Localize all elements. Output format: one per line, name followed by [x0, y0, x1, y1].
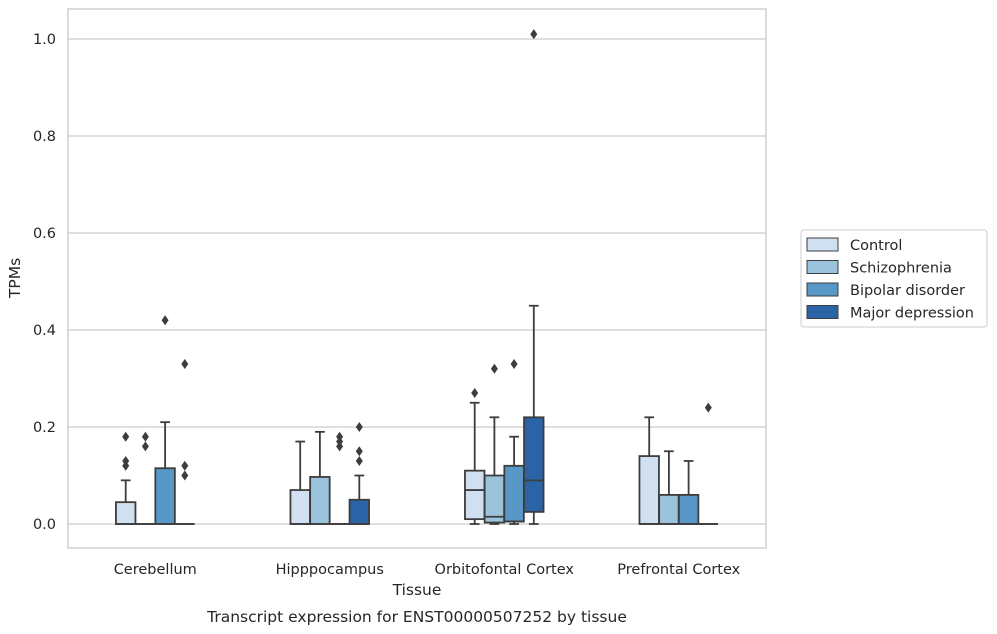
outlier-marker [181, 460, 189, 471]
box-series [115, 29, 719, 525]
outlier-marker [181, 470, 189, 481]
y-tick-labels: 0.0 0.2 0.4 0.6 0.8 1.0 [33, 32, 56, 533]
series-bipolar-disorder [154, 315, 700, 525]
plot-area-frame [67, 8, 767, 549]
y-tick-label: 1.0 [33, 32, 56, 48]
box [677, 493, 700, 525]
x-tick-label: Cerebellum [114, 562, 197, 578]
outlier-marker [355, 422, 363, 432]
outlier-marker [355, 455, 363, 466]
outlier-marker [336, 431, 344, 442]
y-tick-label: 0.6 [33, 226, 56, 242]
y-tick-label: 0.8 [33, 129, 56, 145]
legend-label: Schizophrenia [850, 261, 952, 277]
outlier-marker [141, 431, 149, 442]
box [154, 467, 176, 525]
y-tick-label: 0.4 [33, 323, 56, 339]
outlier-marker [355, 446, 363, 457]
x-tick-label: Prefrontal Cortex [617, 562, 740, 578]
legend-frame [800, 229, 988, 328]
box [348, 498, 370, 525]
x-tick-labels: Cerebellum Hipppocampus Orbitofontal Corte… [114, 562, 741, 578]
series-major-depression [175, 29, 719, 525]
x-axis-label: Tissue [392, 581, 442, 599]
box [483, 474, 506, 524]
legend-swatch [806, 305, 839, 319]
box [309, 476, 331, 525]
legend: Control Schizophrenia Bipolar disorder Majo… [800, 229, 988, 328]
box [523, 416, 545, 513]
legend-swatch [806, 260, 839, 274]
legend-entries: Control Schizophrenia Bipolar disorder Majo… [806, 237, 974, 322]
legend-label: Control [850, 238, 902, 254]
x-tick-label: Orbitofontal Cortex [435, 562, 575, 578]
box [115, 501, 137, 525]
box [464, 469, 486, 521]
box [503, 464, 525, 523]
box [289, 489, 311, 525]
series-schizophrenia [135, 363, 680, 525]
outlier-marker [530, 29, 538, 40]
outlier-marker [471, 388, 479, 399]
legend-label: Major depression [850, 306, 974, 322]
outlier-marker [141, 441, 149, 452]
outlier-marker [122, 431, 130, 442]
outlier-marker [181, 358, 189, 369]
y-tick-label: 0.0 [33, 517, 56, 533]
legend-swatch [806, 282, 839, 297]
box [658, 493, 680, 525]
x-tick-label: Hipppocampus [276, 562, 384, 578]
y-axis-label: TPMs [6, 258, 24, 299]
box [638, 455, 660, 525]
outlier-marker [510, 358, 518, 369]
legend-label: Bipolar disorder [850, 283, 965, 299]
chart-title: Transcript expression for ENST0000050725… [206, 608, 627, 626]
y-tick-label: 0.2 [33, 420, 56, 436]
series-control [115, 388, 660, 525]
outlier-marker [161, 315, 169, 326]
outlier-marker [122, 455, 130, 466]
legend-swatch [806, 237, 839, 252]
outlier-marker [704, 402, 712, 413]
outlier-marker [490, 363, 498, 374]
